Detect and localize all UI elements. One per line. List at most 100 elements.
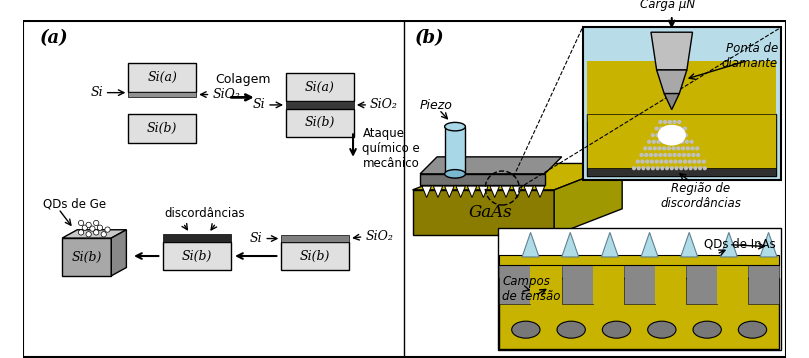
Polygon shape — [468, 186, 477, 198]
Circle shape — [659, 154, 662, 156]
Polygon shape — [513, 186, 522, 198]
Polygon shape — [760, 232, 777, 257]
Text: Ponta de
diamante: Ponta de diamante — [722, 42, 778, 70]
Circle shape — [678, 121, 680, 124]
Circle shape — [101, 232, 106, 237]
Circle shape — [669, 160, 672, 163]
Polygon shape — [62, 238, 112, 276]
Circle shape — [641, 160, 644, 163]
Circle shape — [680, 134, 683, 136]
Circle shape — [94, 220, 99, 226]
Ellipse shape — [739, 321, 767, 338]
Circle shape — [677, 147, 680, 150]
Polygon shape — [522, 232, 539, 257]
Text: Campos
de tensão: Campos de tensão — [502, 275, 561, 303]
Circle shape — [694, 167, 697, 170]
Circle shape — [685, 140, 688, 143]
Text: (b): (b) — [414, 29, 444, 47]
Circle shape — [637, 167, 640, 170]
Circle shape — [663, 154, 667, 156]
Circle shape — [669, 127, 672, 130]
Circle shape — [686, 147, 689, 150]
Circle shape — [690, 140, 693, 143]
Circle shape — [668, 121, 671, 124]
Circle shape — [657, 140, 660, 143]
Circle shape — [668, 154, 671, 156]
Polygon shape — [664, 93, 680, 110]
Circle shape — [665, 160, 667, 163]
Text: Si(a): Si(a) — [305, 81, 335, 93]
Circle shape — [671, 134, 673, 136]
Circle shape — [105, 227, 110, 232]
Circle shape — [655, 127, 658, 130]
Ellipse shape — [648, 321, 676, 338]
Circle shape — [650, 160, 654, 163]
Circle shape — [697, 160, 701, 163]
Circle shape — [673, 154, 676, 156]
Polygon shape — [720, 232, 737, 257]
Circle shape — [658, 147, 661, 150]
Circle shape — [86, 222, 91, 227]
Ellipse shape — [603, 321, 631, 338]
Bar — [282, 235, 349, 242]
Polygon shape — [420, 174, 544, 185]
Circle shape — [654, 147, 656, 150]
Circle shape — [646, 167, 650, 170]
Circle shape — [640, 154, 643, 156]
Bar — [129, 114, 197, 143]
Bar — [499, 255, 779, 265]
Polygon shape — [502, 186, 510, 198]
Circle shape — [661, 134, 663, 136]
Circle shape — [679, 160, 682, 163]
Circle shape — [683, 154, 685, 156]
Text: Si(b): Si(b) — [305, 116, 335, 129]
Text: Si: Si — [250, 232, 262, 245]
Bar — [286, 101, 354, 109]
Bar — [531, 263, 561, 304]
Text: SiO₂: SiO₂ — [370, 98, 398, 111]
Polygon shape — [651, 32, 693, 70]
Circle shape — [78, 220, 83, 226]
Circle shape — [666, 134, 668, 136]
Circle shape — [644, 147, 646, 150]
Polygon shape — [524, 186, 533, 198]
Bar — [129, 63, 197, 92]
Polygon shape — [420, 157, 561, 174]
Ellipse shape — [635, 97, 709, 146]
Circle shape — [655, 160, 658, 163]
Text: Região de
discordâncias: Região de discordâncias — [660, 182, 741, 211]
Polygon shape — [413, 190, 554, 235]
Bar — [587, 168, 776, 176]
Circle shape — [697, 154, 700, 156]
Circle shape — [692, 154, 695, 156]
Circle shape — [696, 147, 699, 150]
Circle shape — [688, 154, 690, 156]
Polygon shape — [112, 230, 126, 276]
Circle shape — [674, 160, 677, 163]
Circle shape — [661, 167, 663, 170]
Circle shape — [693, 160, 696, 163]
Circle shape — [652, 140, 655, 143]
Circle shape — [656, 167, 659, 170]
Circle shape — [649, 147, 651, 150]
Circle shape — [684, 160, 686, 163]
Circle shape — [654, 154, 657, 156]
Circle shape — [662, 140, 665, 143]
Text: (a): (a) — [40, 29, 68, 47]
Polygon shape — [657, 70, 687, 93]
Circle shape — [660, 127, 663, 130]
Circle shape — [650, 154, 652, 156]
Bar — [686, 263, 717, 304]
Bar — [624, 263, 654, 304]
Ellipse shape — [445, 170, 465, 178]
Circle shape — [94, 230, 99, 235]
Circle shape — [663, 121, 667, 124]
Polygon shape — [601, 232, 618, 257]
Polygon shape — [490, 186, 499, 198]
Polygon shape — [413, 164, 622, 190]
Text: Si: Si — [90, 86, 103, 99]
Text: QDs de Ge: QDs de Ge — [44, 198, 107, 211]
Polygon shape — [422, 186, 431, 198]
Circle shape — [648, 140, 650, 143]
Bar — [592, 263, 624, 304]
